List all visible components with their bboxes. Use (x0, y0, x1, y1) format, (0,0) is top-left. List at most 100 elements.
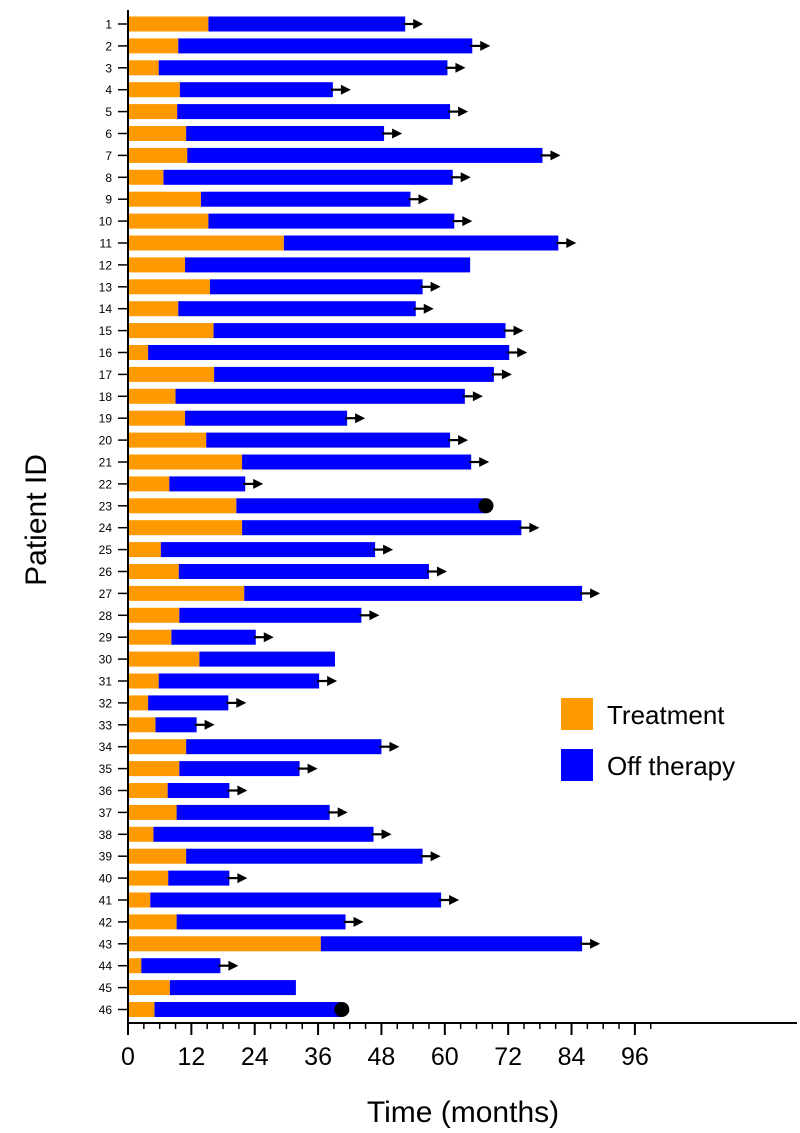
y-tick-label-17: 17 (99, 368, 113, 382)
censor-arrow-22 (243, 478, 264, 489)
y-tick-label-40: 40 (99, 872, 113, 886)
censor-arrow-42 (343, 916, 364, 927)
y-tick-label-38: 38 (99, 828, 113, 842)
bar-treatment-19 (128, 410, 186, 426)
bar-treatment-11 (128, 235, 284, 251)
bar-treatment-12 (128, 257, 186, 273)
x-tick-label-84: 84 (558, 1043, 586, 1071)
y-tick-label-34: 34 (99, 740, 113, 754)
bar-treatment-13 (128, 279, 210, 295)
y-tick-label-31: 31 (99, 675, 113, 689)
bar-treatment-38 (128, 826, 154, 842)
censor-arrow-27 (580, 588, 601, 599)
bar-off-therapy-1 (208, 16, 406, 32)
censor-arrow-10 (452, 216, 473, 227)
bar-treatment-41 (128, 892, 151, 908)
censor-arrow-43 (580, 938, 601, 949)
bar-off-therapy-34 (186, 739, 382, 755)
x-tick-label-12: 12 (177, 1043, 205, 1071)
bar-treatment-8 (128, 169, 164, 185)
bar-off-therapy-24 (242, 520, 522, 536)
bar-off-therapy-16 (148, 345, 510, 360)
bar-off-therapy-36 (167, 783, 230, 798)
y-tick-label-33: 33 (99, 718, 113, 732)
y-tick-label-1: 1 (105, 18, 112, 32)
bar-treatment-22 (128, 476, 170, 492)
y-tick-label-44: 44 (99, 959, 113, 973)
y-tick-label-29: 29 (99, 631, 113, 645)
x-tick-label-0: 0 (121, 1043, 135, 1071)
bar-treatment-14 (128, 301, 179, 317)
censor-arrow-8 (450, 172, 471, 183)
y-tick-label-19: 19 (99, 412, 113, 426)
bar-off-therapy-37 (176, 804, 330, 820)
bar-off-therapy-40 (168, 870, 230, 886)
censor-arrow-21 (469, 457, 490, 467)
bar-treatment-17 (128, 366, 215, 382)
legend-swatch-treatment (561, 698, 593, 730)
censor-arrow-32 (226, 697, 247, 708)
bar-treatment-21 (128, 454, 243, 470)
x-tick-label-48: 48 (368, 1043, 396, 1071)
bar-treatment-34 (128, 739, 187, 755)
bar-off-therapy-42 (176, 914, 346, 930)
bar-off-therapy-31 (158, 673, 320, 689)
y-tick-label-7: 7 (105, 149, 112, 163)
legend: Treatment Off therapy (561, 698, 735, 781)
bar-off-therapy-26 (178, 564, 429, 579)
bar-treatment-29 (128, 629, 172, 645)
bar-treatment-26 (128, 564, 179, 579)
y-tick-label-21: 21 (99, 456, 113, 470)
censor-arrow-2 (470, 40, 491, 51)
bar-treatment-7 (128, 147, 188, 163)
bar-off-therapy-29 (171, 629, 256, 645)
bar-off-therapy-8 (163, 169, 453, 185)
bar-off-therapy-2 (178, 38, 473, 54)
censor-arrow-17 (491, 369, 512, 380)
bar-treatment-5 (128, 104, 178, 120)
censor-arrow-36 (227, 785, 248, 796)
bar-off-therapy-25 (160, 542, 376, 558)
censor-arrow-39 (420, 851, 441, 862)
bar-treatment-39 (128, 848, 187, 864)
bar-off-therapy-10 (208, 213, 455, 229)
bar-treatment-18 (128, 388, 176, 404)
censor-arrow-34 (379, 741, 400, 752)
bar-off-therapy-6 (186, 126, 385, 141)
bar-off-therapy-43 (320, 936, 583, 952)
bar-treatment-37 (128, 804, 177, 820)
legend-swatch-off-therapy (561, 749, 593, 781)
y-tick-label-39: 39 (99, 850, 113, 864)
bar-off-therapy-28 (179, 607, 362, 623)
censor-arrow-41 (439, 895, 460, 905)
bar-treatment-43 (128, 936, 321, 952)
event-dot-23 (478, 498, 494, 514)
bar-treatment-36 (128, 783, 168, 798)
labels-layer: 1234567891011121314151617181920212223242… (99, 18, 649, 1072)
censor-arrow-20 (448, 435, 469, 446)
bar-treatment-4 (128, 82, 180, 98)
y-tick-label-16: 16 (99, 346, 113, 360)
bar-treatment-35 (128, 761, 180, 777)
censor-arrow-26 (426, 566, 447, 577)
bar-off-therapy-33 (155, 717, 197, 733)
bar-treatment-31 (128, 673, 159, 689)
axes-layer (118, 10, 797, 1035)
bar-off-therapy-44 (141, 958, 221, 974)
bar-off-therapy-3 (158, 60, 448, 76)
x-tick-label-36: 36 (304, 1043, 332, 1071)
bar-off-therapy-4 (179, 82, 333, 98)
x-axis-title: Time (months) (367, 1096, 559, 1129)
y-tick-label-27: 27 (99, 587, 113, 601)
y-tick-label-6: 6 (105, 127, 112, 141)
bar-treatment-27 (128, 585, 245, 601)
bar-treatment-32 (128, 695, 149, 711)
y-tick-label-24: 24 (99, 521, 113, 535)
bar-treatment-10 (128, 213, 209, 229)
y-tick-label-43: 43 (99, 937, 113, 951)
censor-arrow-14 (413, 303, 434, 314)
bar-off-therapy-15 (213, 323, 506, 339)
y-axis-title: Patient ID (20, 454, 53, 586)
censor-arrow-29 (253, 632, 274, 643)
